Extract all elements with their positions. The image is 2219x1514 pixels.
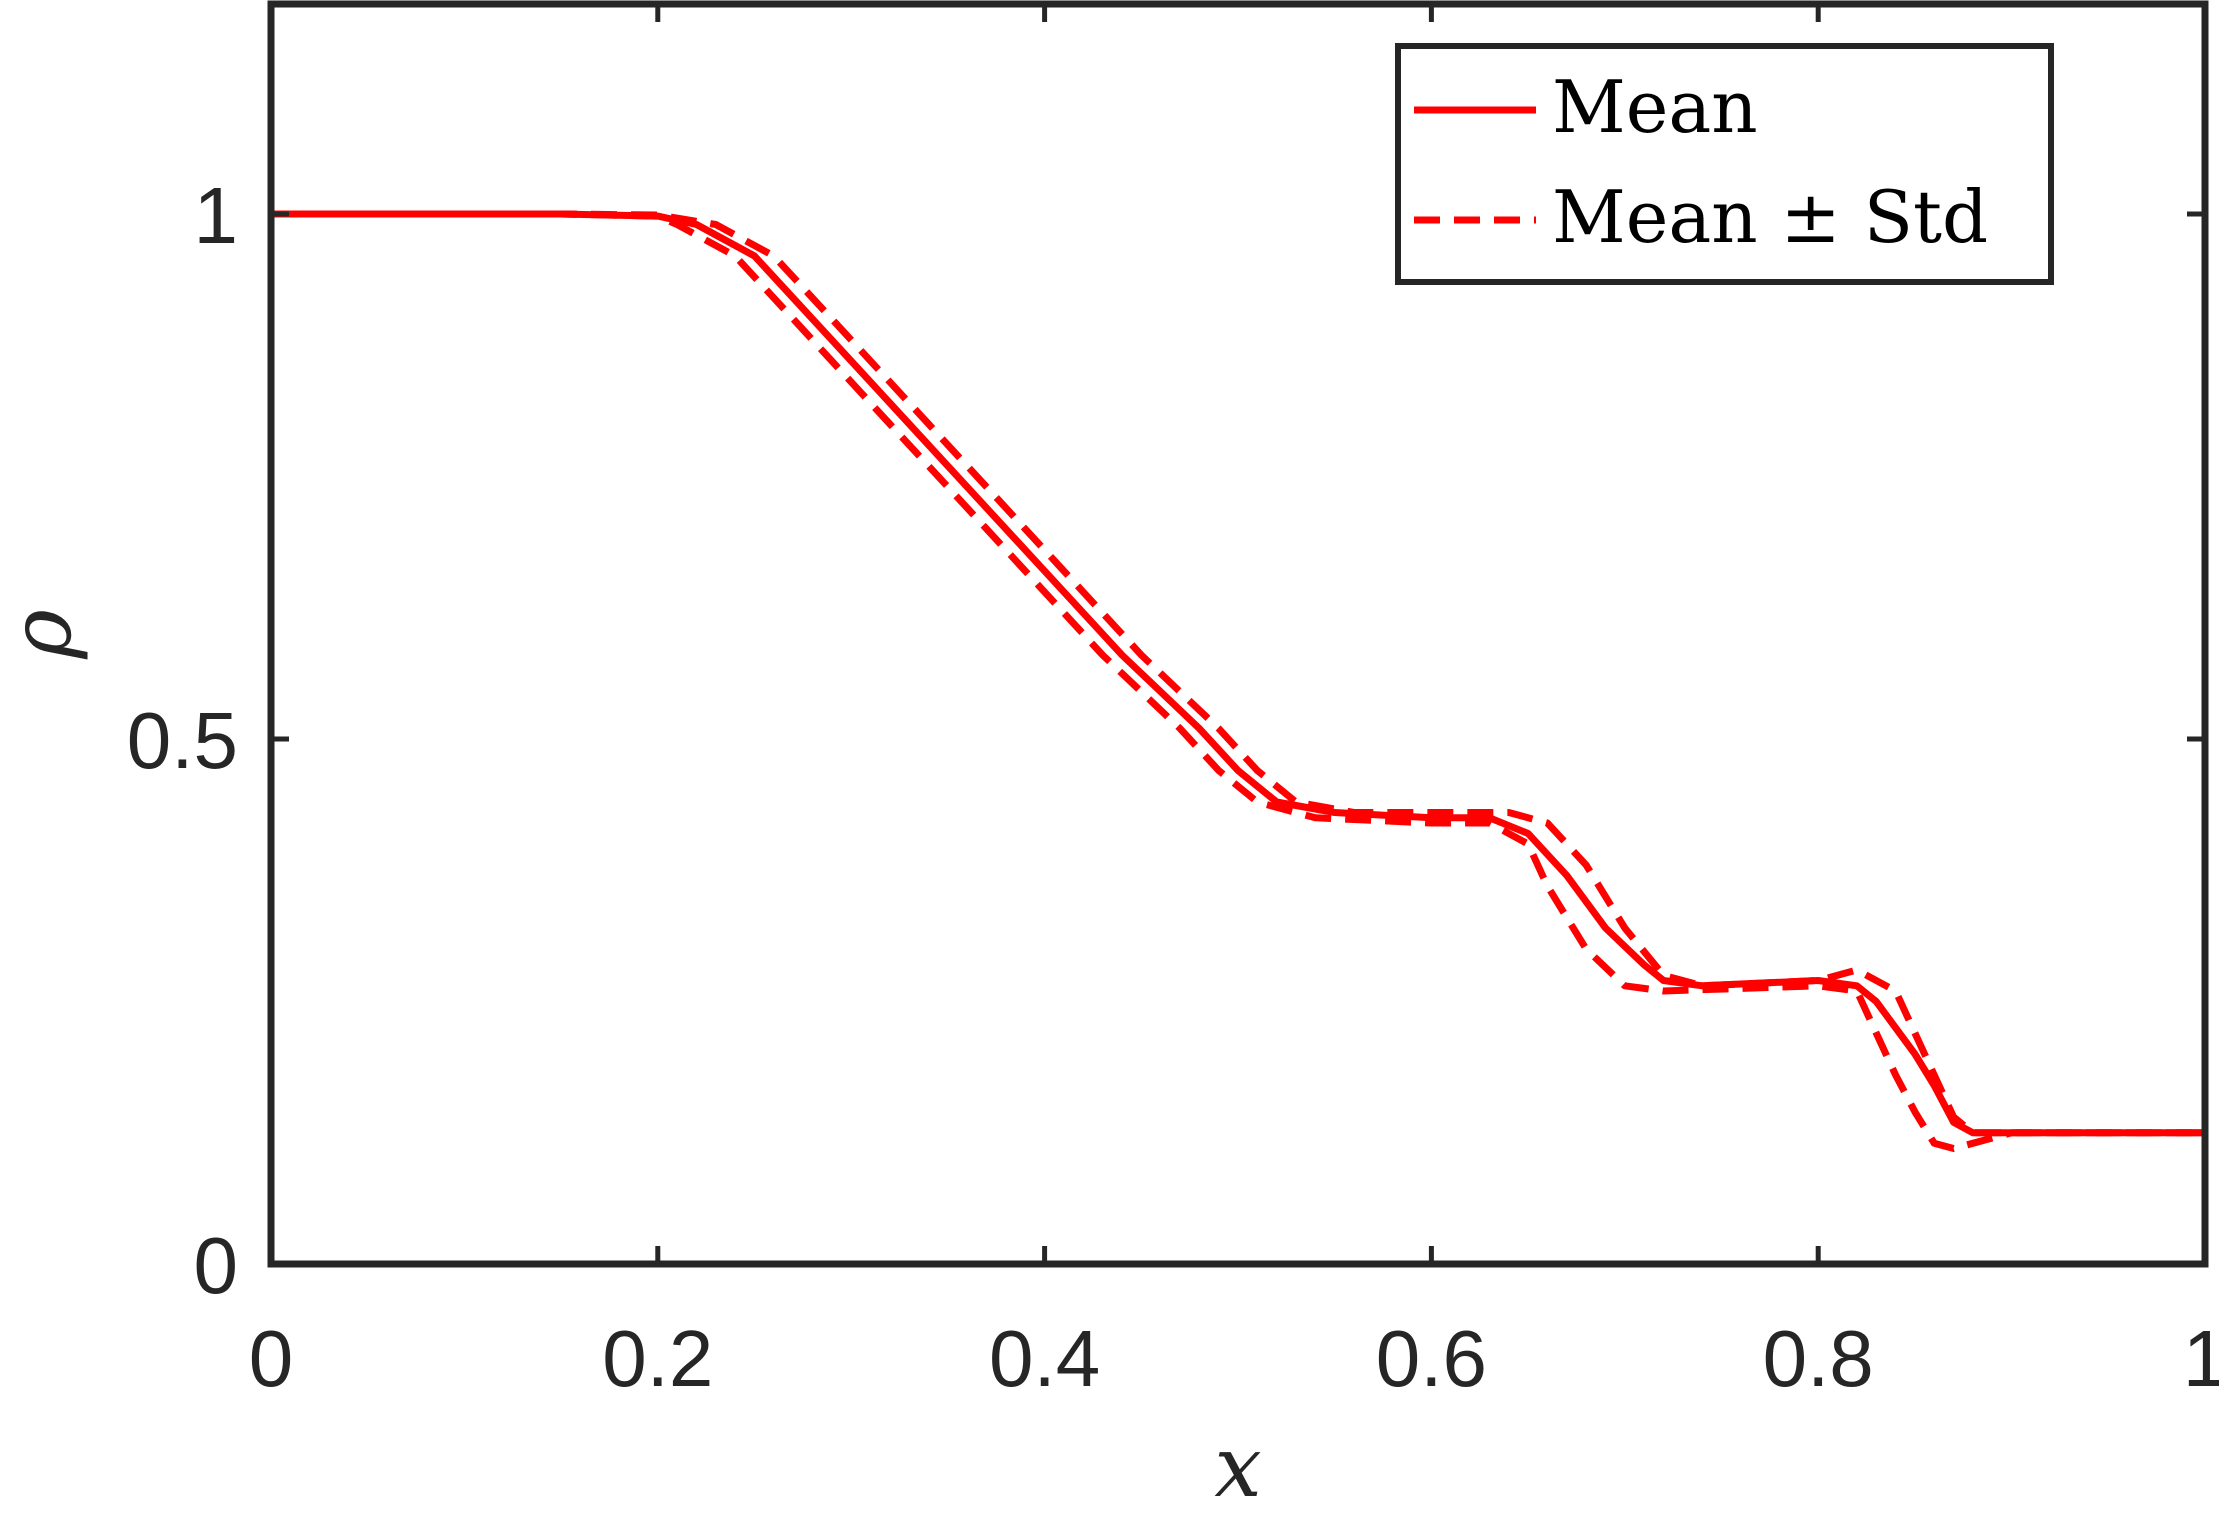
y-tick-label: 0 — [194, 1221, 239, 1310]
y-axis-label: ρ — [0, 609, 90, 659]
x-tick-label: 0 — [249, 1314, 294, 1403]
legend-entry-mean: Mean — [1552, 65, 1758, 149]
x-tick-label: 0.6 — [1376, 1314, 1487, 1403]
series-lower-std-line — [271, 210, 2205, 1152]
x-tick-label: 0.2 — [602, 1314, 713, 1403]
series-upper-std-line — [271, 210, 2205, 1137]
x-axis-label: x — [1214, 1418, 1261, 1514]
series-mean-line — [271, 210, 2205, 1137]
tick-layer: 0 0.2 0.4 0.6 0.8 1 0 0.5 1 — [127, 4, 2219, 1403]
x-tick-label: 0.8 — [1763, 1314, 1874, 1403]
legend-entry-mean-std: Mean ± Std — [1552, 175, 1988, 259]
y-tick-label: 1 — [194, 171, 239, 260]
plot-frame — [267, 0, 2209, 1268]
series-layer — [271, 210, 2205, 1152]
legend: Mean Mean ± Std — [1395, 43, 2054, 285]
y-tick-label: 0.5 — [127, 696, 238, 785]
x-tick-label: 1 — [2183, 1314, 2219, 1403]
x-tick-label: 0.4 — [989, 1314, 1100, 1403]
legend-box — [1395, 43, 2054, 285]
